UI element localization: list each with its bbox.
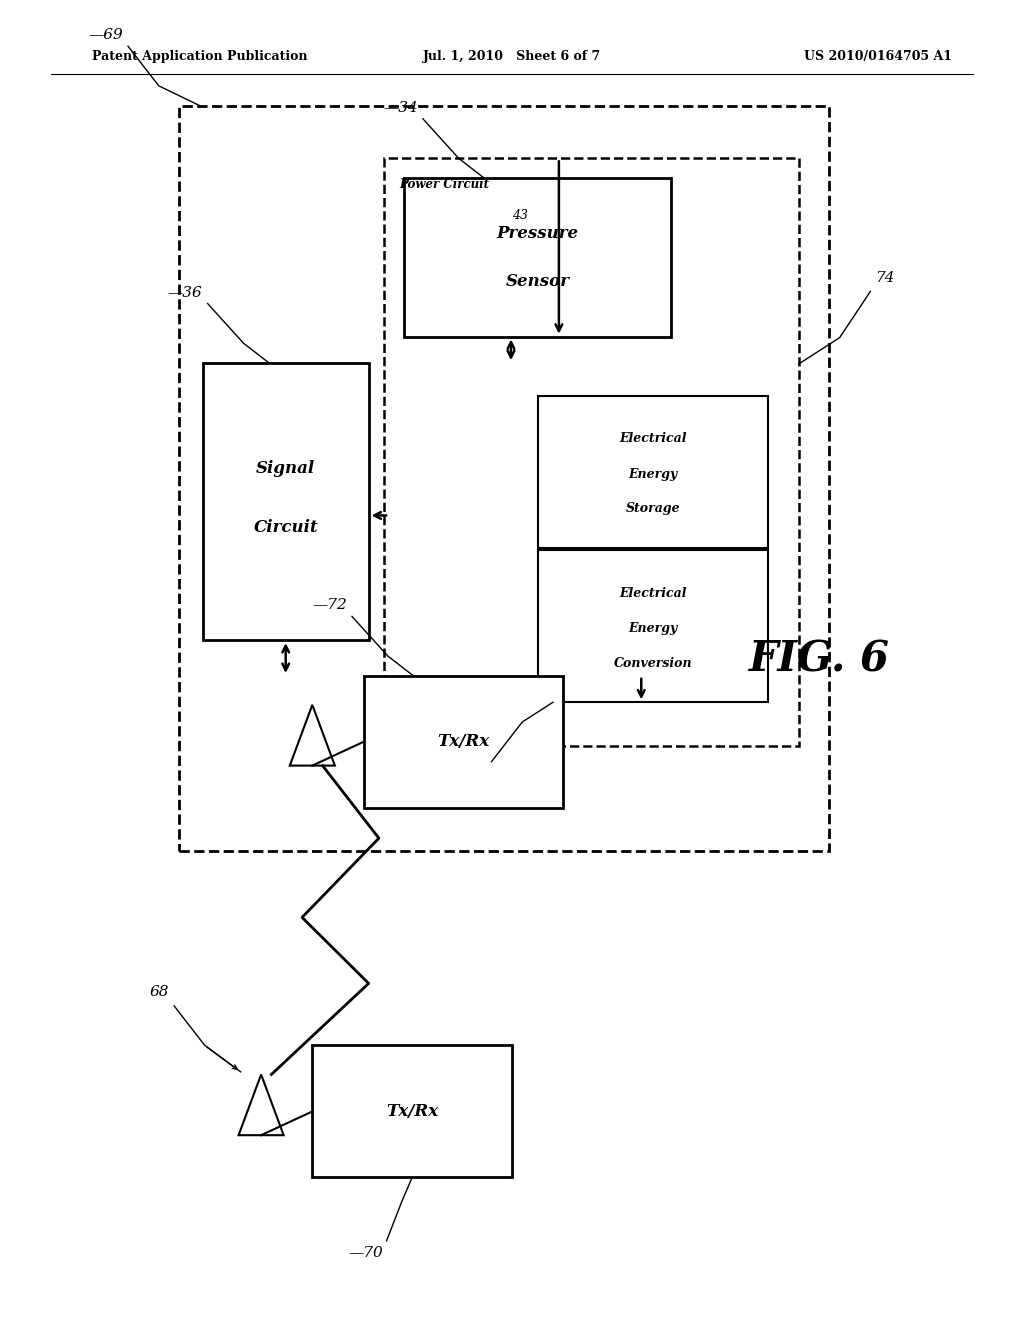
Text: Electrical: Electrical: [620, 587, 686, 599]
Text: Patent Application Publication: Patent Application Publication: [92, 50, 307, 63]
Bar: [364, 676, 563, 808]
Text: Energy: Energy: [628, 469, 678, 480]
Text: 75: 75: [467, 766, 486, 780]
Text: —70: —70: [349, 1246, 383, 1261]
Text: —34: —34: [383, 100, 418, 115]
Bar: [312, 1045, 512, 1177]
Text: —36: —36: [168, 285, 203, 300]
Text: 74: 74: [876, 271, 895, 285]
Text: US 2010/0164705 A1: US 2010/0164705 A1: [804, 50, 952, 63]
Text: Energy: Energy: [628, 623, 678, 635]
Text: —69: —69: [88, 28, 123, 42]
Text: Tx/Rx: Tx/Rx: [437, 734, 489, 750]
Text: —72: —72: [312, 598, 347, 612]
Text: Conversion: Conversion: [613, 657, 692, 669]
Bar: [538, 396, 768, 548]
Text: Storage: Storage: [626, 503, 680, 515]
Bar: [404, 178, 671, 337]
Text: Jul. 1, 2010   Sheet 6 of 7: Jul. 1, 2010 Sheet 6 of 7: [423, 50, 601, 63]
Text: Electrical: Electrical: [620, 433, 686, 445]
Text: FIG. 6: FIG. 6: [749, 639, 890, 681]
Text: 68: 68: [150, 985, 169, 999]
Bar: [203, 363, 369, 640]
Text: Pressure: Pressure: [497, 226, 579, 242]
Text: Power Circuit: Power Circuit: [399, 178, 489, 191]
Bar: [384, 158, 799, 746]
Text: Tx/Rx: Tx/Rx: [386, 1104, 438, 1119]
Text: 43: 43: [512, 209, 528, 222]
Text: Signal: Signal: [256, 461, 315, 477]
Text: Circuit: Circuit: [253, 520, 318, 536]
Bar: [179, 106, 829, 851]
Bar: [538, 550, 768, 702]
Text: Sensor: Sensor: [506, 273, 569, 289]
